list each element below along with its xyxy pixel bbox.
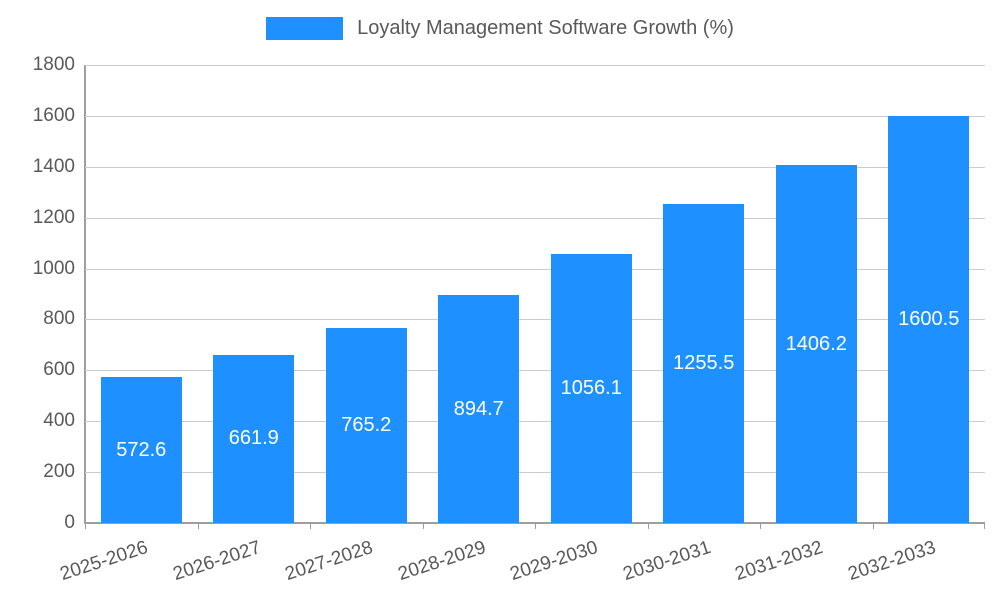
gridline — [85, 472, 985, 474]
gridline — [85, 65, 985, 66]
gridline — [85, 319, 985, 321]
chart-legend: Loyalty Management Software Growth (%) — [0, 17, 1000, 40]
y-axis-tick-label: 1600 — [32, 104, 75, 126]
x-axis-tick — [422, 523, 424, 529]
bar-value-label: 661.9 — [228, 427, 279, 450]
bar-2029-2030[interactable]: 1056.1 — [550, 254, 632, 523]
gridline — [85, 268, 985, 270]
gridline — [85, 115, 985, 117]
x-axis-tick — [310, 523, 311, 529]
gridline — [85, 421, 985, 423]
x-axis-tick — [872, 523, 874, 529]
x-axis-tick-label: 2025-2026 — [57, 537, 151, 586]
bar-value-label: 1255.5 — [673, 351, 735, 374]
gridline — [85, 370, 985, 372]
y-axis-tick-label: 1000 — [32, 257, 75, 279]
x-axis-tick-label: 2030-2031 — [620, 537, 714, 586]
x-axis-tick — [197, 523, 199, 529]
bar-2027-2028[interactable]: 765.2 — [325, 328, 407, 523]
y-axis-line — [84, 65, 86, 523]
gridline — [85, 217, 985, 219]
x-axis-line — [84, 522, 985, 524]
bar-2030-2031[interactable]: 1255.5 — [663, 203, 745, 523]
y-axis-tick-label: 0 — [64, 512, 75, 533]
y-axis-tick-label: 200 — [43, 461, 75, 483]
bar-2026-2027[interactable]: 661.9 — [213, 354, 295, 523]
x-axis-tick-label: 2027-2028 — [282, 537, 376, 586]
x-axis-tick — [85, 523, 86, 529]
x-axis-tick — [760, 523, 761, 529]
bar-value-label: 1406.2 — [785, 332, 847, 355]
bar-value-label: 1600.5 — [898, 307, 960, 330]
bar-value-label: 572.6 — [116, 438, 167, 461]
legend-title: Loyalty Management Software Growth (%) — [357, 17, 734, 39]
y-axis-tick-label: 600 — [43, 359, 75, 381]
bar-value-label: 894.7 — [453, 397, 504, 420]
bar-value-label: 1056.1 — [560, 377, 622, 400]
bar-value-label: 765.2 — [341, 414, 392, 437]
y-axis-tick-label: 1800 — [32, 54, 75, 75]
x-axis-tick — [647, 523, 649, 529]
bar-2031-2032[interactable]: 1406.2 — [775, 165, 857, 523]
gridline — [85, 166, 985, 168]
plot-area: 0 200 400 600 800 1000 1200 1400 1600 1800 572.6 20… — [33, 54, 985, 585]
y-axis-tick-label: 400 — [43, 410, 75, 432]
x-axis-tick-label: 2028-2029 — [395, 537, 489, 586]
x-axis-tick — [984, 523, 985, 529]
bar-2025-2026[interactable]: 572.6 — [100, 377, 182, 523]
x-axis-tick-label: 2029-2030 — [507, 537, 601, 586]
x-axis-tick-label: 2031-2032 — [732, 537, 826, 586]
y-axis-tick-label: 1400 — [32, 155, 75, 177]
y-axis-tick-label: 800 — [43, 308, 75, 330]
bar-2032-2033[interactable]: 1600.5 — [888, 115, 970, 523]
legend-swatch — [266, 17, 344, 40]
bar-2028-2029[interactable]: 894.7 — [438, 295, 520, 523]
x-axis-tick-label: 2026-2027 — [170, 537, 264, 586]
x-axis-tick-label: 2032-2033 — [845, 537, 939, 586]
x-axis-tick — [535, 523, 536, 529]
y-axis-tick-label: 1200 — [32, 206, 75, 228]
